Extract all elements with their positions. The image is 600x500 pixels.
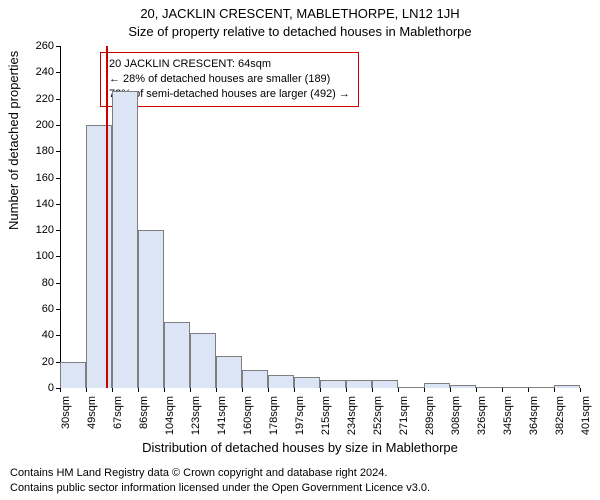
x-tick-mark: [502, 388, 503, 392]
x-tick-label: 382sqm: [554, 396, 566, 438]
x-tick-label: 345sqm: [502, 396, 514, 438]
x-tick-label: 326sqm: [476, 396, 488, 438]
y-tick: 180: [14, 145, 54, 157]
x-tick-mark: [320, 388, 321, 392]
histogram-bar: [268, 375, 294, 388]
x-tick-mark: [86, 388, 87, 392]
histogram-bar: [112, 91, 138, 388]
property-marker-line: [106, 46, 108, 388]
annotation-line2: ← 28% of detached houses are smaller (18…: [109, 72, 350, 87]
title-line1: 20, JACKLIN CRESCENT, MABLETHORPE, LN12 …: [0, 6, 600, 21]
histogram-bar: [476, 387, 502, 388]
histogram-bar: [450, 385, 476, 388]
histogram-bar: [528, 387, 554, 388]
x-tick-label: 30sqm: [60, 396, 72, 438]
x-tick-label: 252sqm: [372, 396, 384, 438]
histogram-bar: [138, 230, 164, 388]
x-tick-label: 364sqm: [528, 396, 540, 438]
x-tick-label: 49sqm: [86, 396, 98, 438]
x-tick-mark: [554, 388, 555, 392]
x-tick-mark: [112, 388, 113, 392]
annotation-callout: 20 JACKLIN CRESCENT: 64sqm ← 28% of deta…: [100, 52, 359, 107]
y-tick: 20: [14, 356, 54, 368]
y-tick: 260: [14, 40, 54, 52]
x-tick-label: 197sqm: [294, 396, 306, 438]
x-tick-mark: [164, 388, 165, 392]
histogram-bar: [294, 377, 320, 388]
x-tick-mark: [398, 388, 399, 392]
annotation-line1: 20 JACKLIN CRESCENT: 64sqm: [109, 57, 350, 72]
x-tick-mark: [242, 388, 243, 392]
histogram-bar: [424, 383, 450, 388]
footer-text: Contains HM Land Registry data © Crown c…: [10, 466, 430, 496]
x-tick-label: 104sqm: [164, 396, 176, 438]
x-tick-label: 308sqm: [450, 396, 462, 438]
plot-area: 20 JACKLIN CRESCENT: 64sqm ← 28% of deta…: [60, 46, 580, 388]
x-tick-mark: [528, 388, 529, 392]
x-tick-label: 86sqm: [138, 396, 150, 438]
y-axis-line: [60, 46, 61, 388]
x-tick-mark: [476, 388, 477, 392]
x-tick-label: 271sqm: [398, 396, 410, 438]
title-line2: Size of property relative to detached ho…: [0, 24, 600, 39]
chart-container: 20, JACKLIN CRESCENT, MABLETHORPE, LN12 …: [0, 0, 600, 500]
y-tick: 140: [14, 198, 54, 210]
histogram-bar: [554, 385, 580, 388]
x-tick-mark: [216, 388, 217, 392]
x-tick-label: 123sqm: [190, 396, 202, 438]
x-tick-label: 289sqm: [424, 396, 436, 438]
y-tick: 220: [14, 93, 54, 105]
x-axis-label: Distribution of detached houses by size …: [0, 440, 600, 455]
y-tick: 80: [14, 277, 54, 289]
x-tick-label: 141sqm: [216, 396, 228, 438]
y-tick: 60: [14, 303, 54, 315]
x-tick-mark: [190, 388, 191, 392]
histogram-bar: [190, 333, 216, 388]
y-tick: 0: [14, 382, 54, 394]
footer-line1: Contains HM Land Registry data © Crown c…: [10, 466, 430, 481]
x-tick-label: 401sqm: [580, 396, 592, 438]
histogram-bar: [164, 322, 190, 388]
annotation-line3: 72% of semi-detached houses are larger (…: [109, 87, 350, 102]
x-tick-mark: [450, 388, 451, 392]
histogram-bar: [216, 356, 242, 388]
histogram-bar: [320, 380, 346, 388]
histogram-bar: [502, 387, 528, 388]
y-tick: 100: [14, 250, 54, 262]
x-tick-mark: [580, 388, 581, 392]
x-tick-mark: [268, 388, 269, 392]
x-tick-label: 67sqm: [112, 396, 124, 438]
y-tick: 120: [14, 224, 54, 236]
y-tick: 240: [14, 66, 54, 78]
histogram-bar: [346, 380, 372, 388]
histogram-bar: [398, 387, 424, 388]
histogram-bar: [372, 380, 398, 388]
x-tick-label: 234sqm: [346, 396, 358, 438]
x-tick-mark: [424, 388, 425, 392]
footer-line2: Contains public sector information licen…: [10, 481, 430, 496]
x-tick-mark: [372, 388, 373, 392]
histogram-bar: [60, 362, 86, 388]
x-tick-mark: [294, 388, 295, 392]
x-tick-mark: [346, 388, 347, 392]
y-tick: 200: [14, 119, 54, 131]
y-tick: 160: [14, 172, 54, 184]
x-tick-label: 178sqm: [268, 396, 280, 438]
x-tick-label: 160sqm: [242, 396, 254, 438]
x-tick-mark: [60, 388, 61, 392]
x-tick-label: 215sqm: [320, 396, 332, 438]
x-tick-mark: [138, 388, 139, 392]
y-tick: 40: [14, 329, 54, 341]
histogram-bar: [242, 370, 268, 388]
